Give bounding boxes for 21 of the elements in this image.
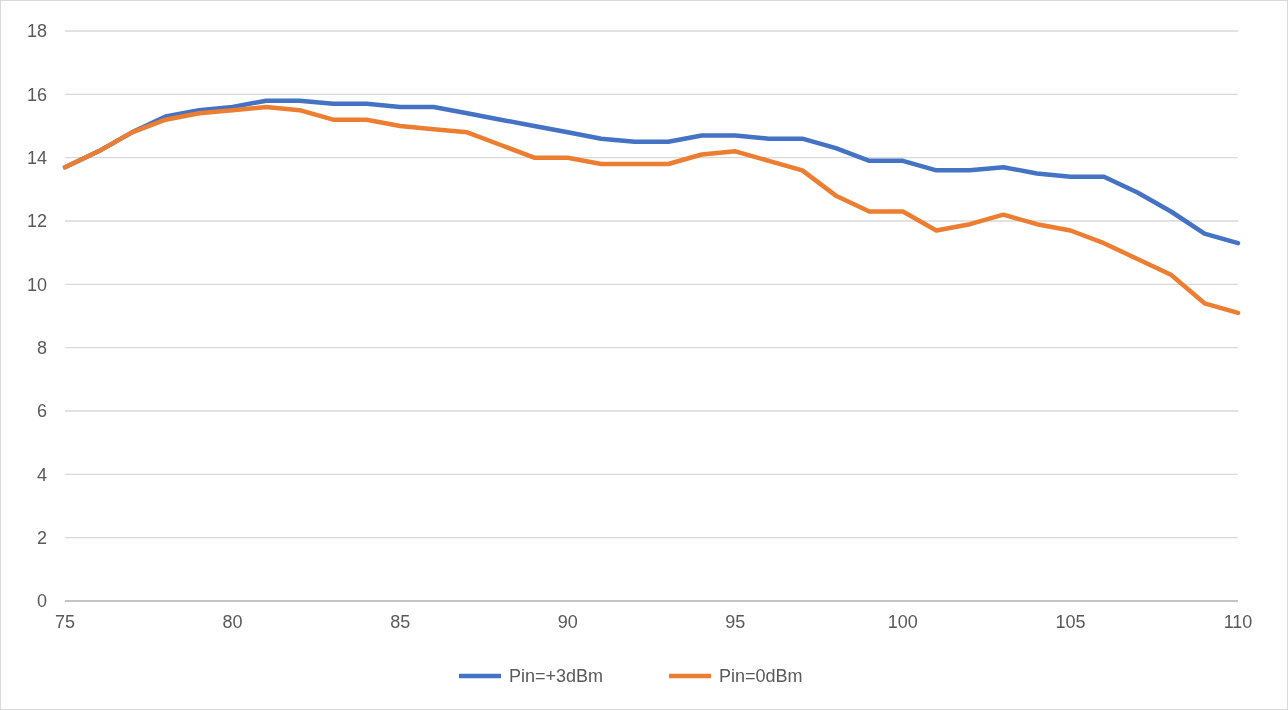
x-tick-label: 90 [557,612,578,632]
x-tick-label: 95 [725,612,746,632]
y-tick-label: 10 [26,274,47,295]
x-tick-label: 100 [887,612,918,632]
legend-label: Pin=+3dBm [509,666,604,687]
legend-label: Pin=0dBm [719,666,803,687]
y-tick-label: 0 [36,591,47,612]
x-tick-label: 85 [390,612,411,632]
y-tick-label: 12 [26,211,47,232]
x-tick-label: 75 [54,612,76,632]
y-tick-label: 14 [26,147,47,168]
y-tick-label: 16 [26,84,47,105]
line-series [62,104,1241,316]
y-tick-label: 8 [36,337,47,358]
x-tick-label: 110 [1223,612,1253,632]
y-tick-label: 4 [36,464,47,485]
y-tick-label: 18 [26,21,47,42]
x-tick-label: 105 [1055,612,1086,632]
y-tick-label: 2 [36,527,47,548]
x-tick-label: 80 [222,612,243,632]
y-tick-label: 6 [36,401,47,422]
